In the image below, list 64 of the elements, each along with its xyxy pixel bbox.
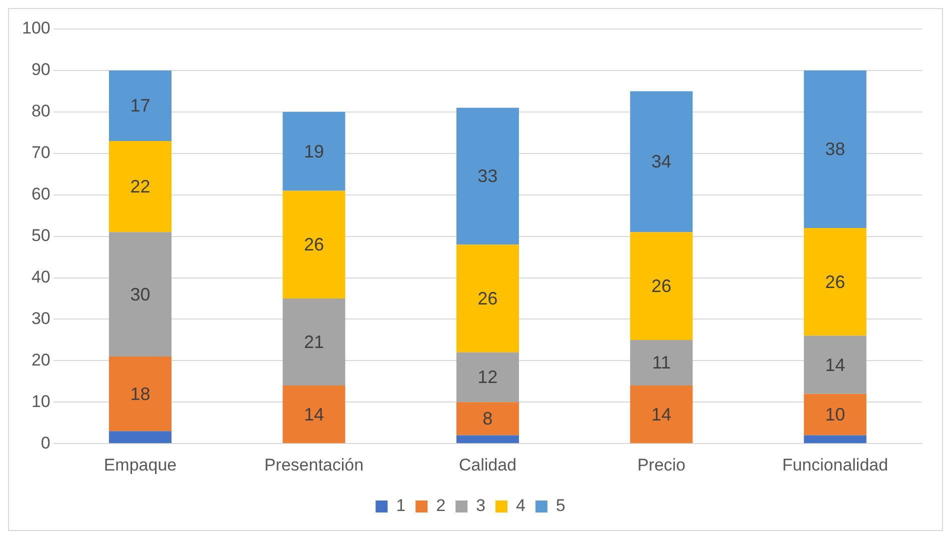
y-tick-label: 0	[40, 433, 50, 452]
bar	[804, 228, 866, 336]
data-label: 26	[825, 272, 846, 292]
legend-label: 1	[396, 496, 406, 516]
bar	[282, 386, 346, 444]
bar	[804, 336, 866, 394]
y-tick-label: 50	[31, 226, 50, 245]
data-label: 26	[651, 276, 672, 296]
legend-label: 5	[556, 496, 566, 516]
bar	[282, 190, 346, 298]
bar	[456, 435, 519, 444]
data-label: 19	[304, 141, 324, 162]
bar	[630, 232, 693, 340]
y-tick-label: 80	[31, 102, 50, 121]
x-tick-label: Funcionalidad	[782, 455, 888, 474]
bar	[456, 244, 519, 352]
bar	[804, 394, 866, 436]
bar	[282, 298, 346, 386]
bar	[630, 91, 693, 232]
data-label: 30	[130, 284, 150, 304]
data-label: 11	[652, 352, 671, 373]
data-label: 17	[130, 96, 150, 116]
y-tick-label: 20	[31, 350, 50, 370]
data-label: 10	[825, 404, 846, 425]
bar	[630, 386, 693, 444]
data-label: 33	[478, 166, 498, 186]
data-label: 26	[478, 288, 498, 308]
bar	[108, 431, 172, 444]
y-tick-label: 60	[31, 184, 50, 204]
bar	[456, 108, 519, 245]
bar	[108, 232, 172, 357]
data-label: 14	[825, 354, 846, 375]
data-label: 8	[482, 408, 493, 429]
data-label: 12	[478, 367, 498, 388]
legend-label: 3	[476, 496, 486, 516]
y-tick-label: 70	[31, 143, 50, 162]
data-label: 38	[825, 139, 846, 160]
bar	[804, 435, 866, 444]
data-label: 18	[130, 384, 150, 404]
x-tick-label: Presentación	[264, 455, 364, 474]
bar	[108, 70, 172, 141]
y-tick-label: 90	[31, 60, 50, 80]
y-tick-label: 40	[31, 267, 50, 286]
bar	[804, 70, 866, 228]
data-label: 34	[651, 152, 672, 172]
x-tick-label: Calidad	[458, 455, 517, 474]
bar	[282, 112, 346, 191]
legend-label: 2	[436, 496, 446, 516]
data-label: 14	[651, 404, 672, 424]
bar	[108, 140, 172, 232]
y-tick-label: 10	[31, 392, 50, 411]
data-label: 22	[130, 176, 150, 197]
data-label: 21	[304, 332, 324, 352]
data-label: 14	[304, 404, 324, 424]
data-label: 26	[304, 234, 324, 255]
x-tick-label: Empaque	[104, 455, 177, 474]
y-tick-label: 30	[31, 308, 50, 328]
x-tick-label: Precio	[637, 455, 686, 474]
legend-label: 4	[516, 496, 526, 516]
bar	[456, 352, 519, 402]
bar	[108, 356, 172, 432]
bar	[456, 402, 519, 436]
y-tick-label: 100	[22, 18, 50, 38]
bar	[630, 340, 693, 386]
